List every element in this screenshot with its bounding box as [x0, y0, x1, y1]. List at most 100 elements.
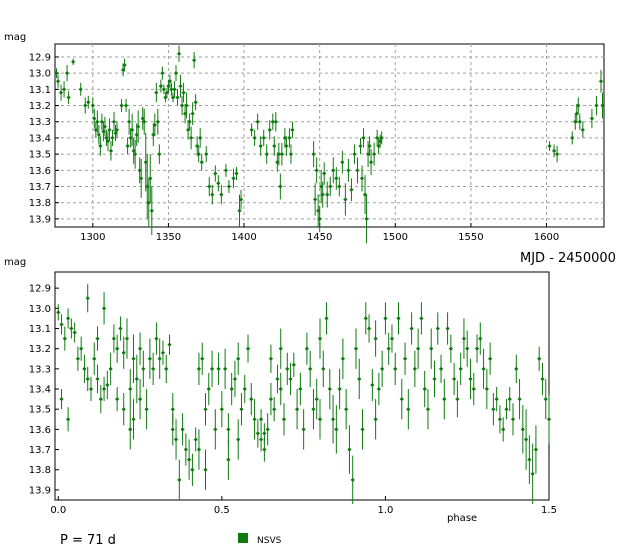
point-marker [169, 87, 174, 92]
data-point [157, 144, 162, 164]
data-point [419, 302, 424, 335]
data-point [383, 302, 388, 335]
point-marker [272, 407, 277, 412]
point-marker [288, 376, 293, 382]
data-point [190, 453, 195, 486]
point-marker [368, 160, 374, 165]
point-marker [409, 326, 414, 331]
point-marker [328, 184, 333, 189]
point-marker [102, 124, 108, 129]
data-point [448, 334, 453, 363]
point-marker [223, 168, 229, 173]
data-point [360, 409, 365, 450]
point-marker [458, 366, 463, 371]
point-marker [290, 127, 295, 132]
x-tick-label: 1500 [383, 232, 408, 243]
data-point [110, 129, 115, 147]
y-tick-label: 13.3 [29, 364, 51, 375]
point-marker [148, 176, 153, 181]
data-point [196, 429, 202, 470]
point-marker [213, 171, 218, 176]
point-marker [491, 407, 496, 412]
point-marker [157, 356, 162, 361]
point-marker [406, 407, 411, 412]
data-point [363, 302, 368, 335]
point-marker [119, 103, 124, 108]
point-marker [279, 152, 284, 157]
point-marker [504, 407, 509, 412]
point-marker [287, 135, 292, 141]
point-marker [66, 95, 71, 100]
point-marker [346, 168, 351, 173]
point-marker [206, 386, 211, 392]
point-marker [144, 407, 149, 412]
point-marker [173, 71, 179, 76]
data-point [373, 399, 378, 440]
data-point [389, 324, 395, 353]
data-point [547, 141, 552, 151]
point-marker [237, 208, 242, 213]
point-marker [258, 143, 263, 149]
point-marker [180, 427, 185, 432]
data-point [349, 178, 354, 202]
data-point [86, 95, 91, 109]
legend-label: NSVS [257, 536, 282, 546]
data-point [173, 419, 179, 460]
point-marker [344, 407, 349, 412]
data-point [142, 108, 147, 135]
data-point [461, 318, 467, 359]
data-point [406, 389, 411, 430]
data-point [344, 389, 349, 430]
data-point [222, 348, 228, 390]
point-marker [363, 316, 368, 321]
data-point [258, 427, 264, 452]
y-tick-label: 13.2 [29, 344, 51, 355]
data-point [167, 74, 173, 88]
data-point [236, 419, 241, 460]
point-marker [203, 407, 208, 412]
point-marker [357, 376, 362, 382]
point-marker [487, 356, 493, 361]
data-point [380, 350, 385, 388]
data-point [355, 157, 360, 184]
data-point [294, 389, 300, 430]
point-marker [107, 127, 112, 132]
data-point [158, 79, 163, 93]
y-tick-label: 13.0 [29, 69, 51, 80]
data-point [181, 82, 186, 103]
point-marker [308, 366, 313, 371]
data-point [468, 358, 473, 400]
data-point [353, 328, 359, 369]
data-point [523, 409, 529, 470]
point-marker [147, 356, 152, 361]
bottom-y-tick-labels: 12.9 13.0 13.1 13.2 13.3 13.4 13.5 13.6 13.7 13.8… [29, 284, 59, 496]
point-marker [379, 135, 384, 141]
point-marker [543, 396, 548, 402]
data-point [258, 136, 263, 156]
data-point [543, 378, 548, 420]
point-marker [232, 376, 238, 382]
data-point [223, 163, 229, 177]
point-marker [347, 447, 352, 452]
point-marker [517, 396, 522, 402]
point-marker [334, 427, 339, 432]
data-point [144, 389, 149, 430]
data-point [265, 413, 270, 446]
point-marker [92, 116, 97, 121]
data-point [321, 350, 326, 388]
data-point [255, 419, 260, 448]
data-point [308, 350, 313, 388]
data-point [371, 142, 377, 166]
point-marker [149, 208, 154, 213]
point-marker [173, 437, 179, 442]
point-marker [268, 396, 274, 402]
point-marker [160, 71, 165, 76]
point-marker [226, 427, 231, 432]
point-marker [216, 181, 221, 186]
y-tick-label: 13.2 [29, 101, 51, 112]
point-marker [340, 160, 345, 165]
y-tick-label: 13.6 [29, 425, 51, 436]
data-point [226, 180, 232, 193]
data-point [438, 354, 444, 383]
legend-swatch [238, 533, 248, 543]
